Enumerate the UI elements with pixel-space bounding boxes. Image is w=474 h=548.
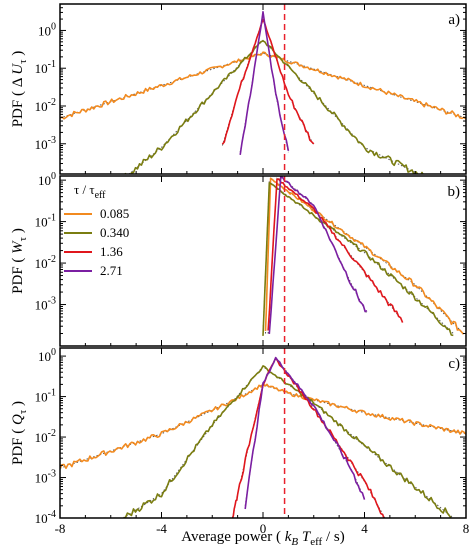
panel-label: b) xyxy=(448,184,461,200)
y-tick-label: 10-1 xyxy=(35,59,56,76)
series-line-1.36 xyxy=(221,18,315,145)
series-line-1.36 xyxy=(231,357,385,518)
legend-label-0.085: 0.085 xyxy=(100,206,129,221)
y-tick-label: 100 xyxy=(38,347,56,364)
x-axis-title: Average power ( kB Teff / s) xyxy=(181,529,344,548)
panel-frame xyxy=(59,347,467,519)
y-axis-title: PDF ( Qτ ) xyxy=(10,401,29,465)
y-tick-label: 10-2 xyxy=(35,97,56,114)
theory-curve xyxy=(60,52,466,119)
y-axis-title: PDF ( Δ Uτ ) xyxy=(10,51,29,128)
legend-label-0.340: 0.340 xyxy=(100,225,129,240)
x-tick-label: -4 xyxy=(156,521,167,536)
legend: τ / τeff 0.085 0.340 1.36 2.71 xyxy=(64,182,129,278)
y-tick-label: 10-1 xyxy=(35,213,56,230)
plot-area xyxy=(60,11,466,174)
series-line-0.085 xyxy=(60,383,466,470)
panel-label: a) xyxy=(448,12,460,28)
series-line-2.71 xyxy=(239,11,290,156)
theory-curve xyxy=(239,12,289,153)
series-line-0.085 xyxy=(264,177,465,335)
y-tick-label: 10-3 xyxy=(35,469,56,486)
y-tick-label: 10-3 xyxy=(35,296,56,313)
series-line-0.340 xyxy=(262,182,454,337)
theory-curve xyxy=(221,17,315,146)
theory-curve xyxy=(123,365,454,518)
x-tick-label: -8 xyxy=(55,521,66,536)
y-tick-label: 10-2 xyxy=(35,254,56,271)
y-tick-label: 100 xyxy=(38,21,56,38)
panel-2: 100 10-1 10-2 10-3 b) PDF ( Wτ ) xyxy=(10,171,467,347)
y-tick-label: 10-2 xyxy=(35,428,56,445)
series-line-0.085 xyxy=(60,51,466,120)
panel-label: c) xyxy=(448,356,460,372)
y-axis-title: PDF ( Wτ ) xyxy=(10,228,29,294)
theory-curve xyxy=(60,383,466,469)
x-tick-label: 4 xyxy=(361,521,368,536)
y-tick-label: 100 xyxy=(38,171,56,188)
panel-3: 100 10-1 10-2 10-3 10-4 c) PDF ( Qτ ) xyxy=(10,347,467,526)
plot-area xyxy=(60,356,466,518)
legend-label-2.71: 2.71 xyxy=(100,263,123,278)
panel-frame xyxy=(59,3,467,175)
y-tick-label: 10-3 xyxy=(35,135,56,152)
x-tick-label: 8 xyxy=(463,521,470,536)
panel-1: 100 10-1 10-2 10-3 a) PDF ( Δ Uτ ) xyxy=(10,3,467,175)
series-line-0.340 xyxy=(123,365,453,518)
legend-title: τ / τeff xyxy=(74,182,106,201)
y-tick-label: 10-1 xyxy=(35,388,56,405)
theory-curve xyxy=(267,177,403,334)
y-tick-label: 10-4 xyxy=(35,509,56,526)
x-tick-label: 0 xyxy=(260,521,267,536)
plot-area xyxy=(262,176,465,337)
series-line-0.340 xyxy=(124,40,424,174)
series-line-2.71 xyxy=(244,356,366,510)
series-line-1.36 xyxy=(267,178,404,331)
legend-label-1.36: 1.36 xyxy=(100,244,123,259)
theory-curve xyxy=(262,181,454,334)
